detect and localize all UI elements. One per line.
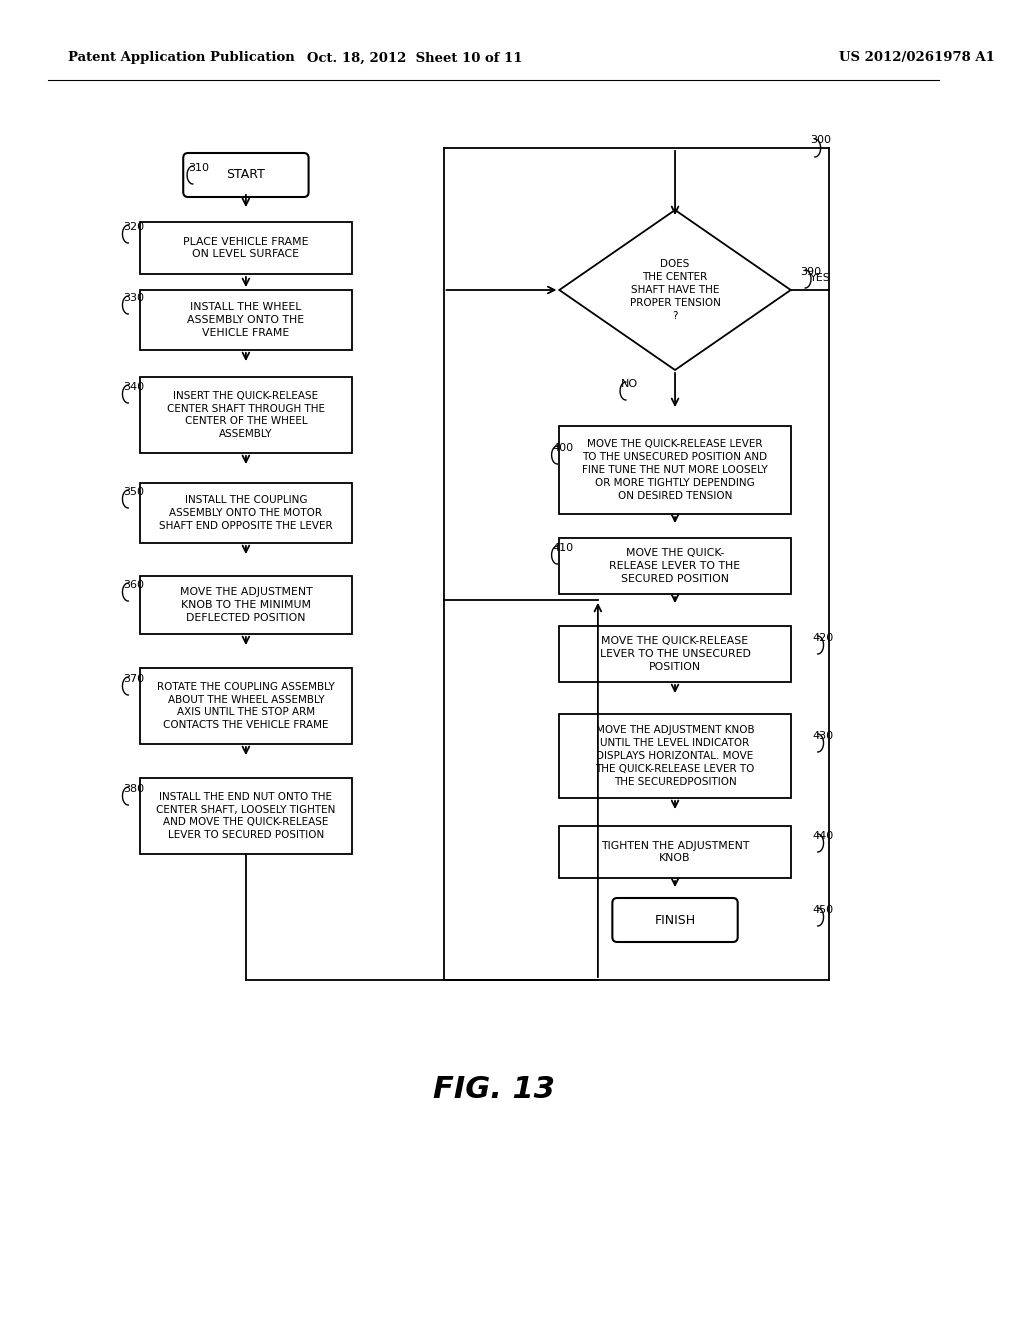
Text: 370: 370 (124, 675, 144, 684)
Text: 420: 420 (813, 634, 835, 643)
Bar (140, 222, 352, 275)
Text: INSTALL THE END NUT ONTO THE
CENTER SHAFT, LOOSELY TIGHTEN
AND MOVE THE QUICK-RE: INSTALL THE END NUT ONTO THE CENTER SHAF… (157, 792, 336, 841)
Text: 350: 350 (124, 487, 144, 498)
Text: 330: 330 (124, 293, 144, 304)
Text: NO: NO (621, 379, 638, 389)
Text: 450: 450 (813, 906, 835, 915)
Bar (140, 668, 352, 744)
Text: MOVE THE QUICK-RELEASE
LEVER TO THE UNSECURED
POSITION: MOVE THE QUICK-RELEASE LEVER TO THE UNSE… (600, 636, 751, 672)
Text: INSERT THE QUICK-RELEASE
CENTER SHAFT THROUGH THE
CENTER OF THE WHEEL
ASSEMBLY: INSERT THE QUICK-RELEASE CENTER SHAFT TH… (167, 391, 325, 440)
Text: DOES
THE CENTER
SHAFT HAVE THE
PROPER TENSION
?: DOES THE CENTER SHAFT HAVE THE PROPER TE… (630, 260, 721, 321)
Bar (559, 714, 791, 799)
Text: MOVE THE ADJUSTMENT KNOB
UNTIL THE LEVEL INDICATOR
DISPLAYS HORIZONTAL. MOVE
THE: MOVE THE ADJUSTMENT KNOB UNTIL THE LEVEL… (595, 726, 755, 787)
Text: MOVE THE QUICK-
RELEASE LEVER TO THE
SECURED POSITION: MOVE THE QUICK- RELEASE LEVER TO THE SEC… (609, 548, 740, 583)
Text: Oct. 18, 2012  Sheet 10 of 11: Oct. 18, 2012 Sheet 10 of 11 (307, 51, 522, 65)
Text: 310: 310 (188, 162, 209, 173)
Bar (140, 483, 352, 543)
Text: START: START (226, 169, 265, 181)
FancyBboxPatch shape (612, 898, 737, 942)
Text: 410: 410 (553, 543, 573, 553)
FancyBboxPatch shape (183, 153, 308, 197)
Bar (140, 290, 352, 350)
Text: 360: 360 (124, 579, 144, 590)
Text: INSTALL THE WHEEL
ASSEMBLY ONTO THE
VEHICLE FRAME: INSTALL THE WHEEL ASSEMBLY ONTO THE VEHI… (187, 302, 304, 338)
Bar (559, 826, 791, 878)
Bar (559, 539, 791, 594)
Bar (140, 378, 352, 453)
Text: 400: 400 (553, 444, 573, 453)
Text: US 2012/0261978 A1: US 2012/0261978 A1 (839, 51, 995, 65)
Text: MOVE THE ADJUSTMENT
KNOB TO THE MINIMUM
DEFLECTED POSITION: MOVE THE ADJUSTMENT KNOB TO THE MINIMUM … (179, 587, 312, 623)
Text: 320: 320 (124, 222, 144, 232)
Text: FINISH: FINISH (654, 913, 695, 927)
Text: Patent Application Publication: Patent Application Publication (68, 51, 294, 65)
Text: ROTATE THE COUPLING ASSEMBLY
ABOUT THE WHEEL ASSEMBLY
AXIS UNTIL THE STOP ARM
CO: ROTATE THE COUPLING ASSEMBLY ABOUT THE W… (157, 682, 335, 730)
Text: PLACE VEHICLE FRAME
ON LEVEL SURFACE: PLACE VEHICLE FRAME ON LEVEL SURFACE (183, 236, 308, 260)
Bar (140, 576, 352, 634)
Text: 440: 440 (813, 832, 835, 841)
Bar (559, 626, 791, 682)
Text: TIGHTEN THE ADJUSTMENT
KNOB: TIGHTEN THE ADJUSTMENT KNOB (601, 841, 750, 863)
Bar (140, 777, 352, 854)
Text: FIG. 13: FIG. 13 (433, 1076, 555, 1105)
Text: 430: 430 (813, 731, 835, 741)
Bar (559, 426, 791, 513)
Text: YES: YES (810, 273, 830, 282)
Text: MOVE THE QUICK-RELEASE LEVER
TO THE UNSECURED POSITION AND
FINE TUNE THE NUT MOR: MOVE THE QUICK-RELEASE LEVER TO THE UNSE… (583, 440, 768, 500)
Text: 390: 390 (801, 267, 821, 277)
Text: 340: 340 (124, 381, 144, 392)
Text: 380: 380 (124, 784, 144, 795)
Text: INSTALL THE COUPLING
ASSEMBLY ONTO THE MOTOR
SHAFT END OPPOSITE THE LEVER: INSTALL THE COUPLING ASSEMBLY ONTO THE M… (159, 495, 333, 531)
Text: 300: 300 (810, 135, 831, 145)
Polygon shape (559, 210, 791, 370)
